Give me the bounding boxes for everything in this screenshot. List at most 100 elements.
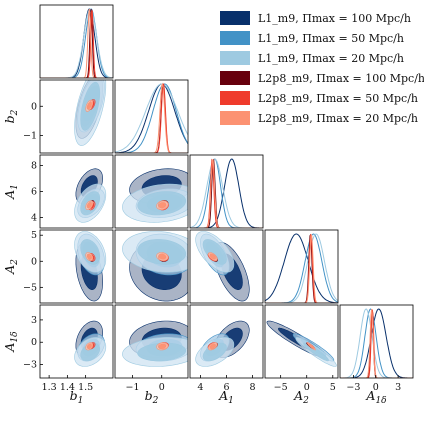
legend-label: L2p8_m9, Πmax = 100 Mpc/h bbox=[258, 71, 424, 85]
x-tick-label: 8 bbox=[250, 382, 256, 393]
legend-label: L1_m9, Πmax = 100 Mpc/h bbox=[258, 11, 411, 25]
x-tick-label: 3 bbox=[395, 382, 401, 393]
contour-level bbox=[137, 342, 187, 362]
x-tick-label: 0 bbox=[304, 382, 310, 393]
y-axis-label: A1δ bbox=[2, 331, 20, 352]
marginal-curve bbox=[340, 308, 413, 378]
contour-panel bbox=[74, 80, 107, 146]
panel-frame bbox=[264, 229, 339, 304]
contour-level bbox=[209, 253, 216, 260]
y-tick-label: 6 bbox=[31, 187, 37, 198]
x-tick-label: −1 bbox=[126, 382, 140, 393]
x-tick-label: −3 bbox=[346, 382, 360, 393]
legend-label: L1_m9, Πmax = 20 Mpc/h bbox=[258, 51, 404, 65]
marginal-curve bbox=[340, 308, 413, 378]
legend-item: L2p8_m9, Πmax = 50 Mpc/h bbox=[220, 88, 424, 108]
panel-frame bbox=[264, 304, 339, 379]
contour-level bbox=[137, 239, 187, 265]
x-axis-label: A1 bbox=[218, 388, 234, 406]
contour-level bbox=[202, 239, 227, 265]
marginal-curve bbox=[40, 8, 113, 78]
y-axis-label: A2 bbox=[2, 259, 20, 275]
marginal-curve bbox=[340, 309, 413, 378]
legend-label: L2p8_m9, Πmax = 20 Mpc/h bbox=[258, 111, 419, 125]
contour-panel bbox=[122, 168, 188, 223]
y-axis-label: b2 bbox=[2, 109, 20, 123]
contour-panel bbox=[266, 320, 337, 367]
marginal-curve bbox=[340, 308, 413, 378]
contour-panel bbox=[122, 231, 188, 302]
x-tick-label: 6 bbox=[223, 382, 229, 393]
x-tick-label: 4 bbox=[197, 382, 203, 393]
x-tick-label: 0 bbox=[373, 382, 379, 393]
panel-frame bbox=[39, 4, 114, 79]
y-tick-label: −5 bbox=[23, 282, 37, 293]
x-axis-label: b2 bbox=[145, 388, 159, 406]
marginal-curve bbox=[115, 83, 188, 153]
marginal-panel bbox=[115, 82, 188, 153]
y-tick-label: 8 bbox=[31, 160, 37, 171]
x-tick-label: 1.4 bbox=[60, 382, 75, 393]
y-tick-label: −1 bbox=[23, 130, 37, 141]
panel-frame bbox=[39, 79, 114, 154]
contour-level bbox=[86, 101, 92, 110]
marginal-curve bbox=[40, 8, 113, 78]
contour-level bbox=[308, 343, 315, 349]
contour-level bbox=[209, 343, 216, 349]
panel-frame bbox=[114, 79, 189, 154]
contour-panel bbox=[74, 231, 107, 302]
panel-frame bbox=[189, 154, 264, 229]
y-tick-label: 5 bbox=[31, 230, 37, 241]
contour-level bbox=[303, 342, 329, 362]
x-tick-label: 0 bbox=[159, 382, 165, 393]
contour-level bbox=[158, 343, 167, 349]
contour-panel bbox=[195, 231, 250, 302]
y-tick-label: 4 bbox=[31, 213, 37, 224]
legend-swatch bbox=[220, 71, 250, 85]
contour-panel bbox=[122, 320, 188, 367]
legend-swatch bbox=[220, 111, 250, 125]
panel-frame bbox=[114, 154, 189, 229]
contour-level bbox=[86, 202, 92, 209]
x-tick-label: −5 bbox=[274, 382, 288, 393]
y-tick-label: 0 bbox=[31, 256, 37, 267]
contour-panel bbox=[74, 168, 107, 223]
marginal-curve bbox=[190, 158, 263, 228]
legend: L1_m9, Πmax = 100 Mpc/h L1_m9, Πmax = 50… bbox=[220, 8, 424, 128]
legend-swatch bbox=[220, 11, 250, 25]
marginal-curve bbox=[265, 233, 338, 303]
legend-item: L1_m9, Πmax = 100 Mpc/h bbox=[220, 8, 424, 28]
contour-level bbox=[158, 253, 167, 260]
y-tick-label: −3 bbox=[23, 360, 37, 371]
marginal-panel bbox=[265, 233, 338, 303]
marginal-curve bbox=[190, 158, 263, 228]
x-tick-label: 5 bbox=[330, 382, 336, 393]
legend-item: L2p8_m9, Πmax = 100 Mpc/h bbox=[220, 68, 424, 88]
panel-frame bbox=[39, 229, 114, 304]
marginal-curve bbox=[115, 83, 188, 153]
panel-frame bbox=[189, 229, 264, 304]
marginal-curve bbox=[340, 309, 413, 378]
y-tick-label: 3 bbox=[31, 315, 37, 326]
marginal-curve bbox=[340, 308, 413, 378]
legend-swatch bbox=[220, 51, 250, 65]
x-tick-label: 1.3 bbox=[42, 382, 57, 393]
panel-frame bbox=[114, 304, 189, 379]
marginal-curve bbox=[265, 233, 338, 303]
legend-swatch bbox=[220, 91, 250, 105]
legend-item: L1_m9, Πmax = 20 Mpc/h bbox=[220, 48, 424, 68]
contour-panel bbox=[74, 320, 107, 367]
marginal-curve bbox=[265, 233, 338, 303]
marginal-panel bbox=[40, 8, 113, 78]
marginal-curve bbox=[265, 233, 338, 303]
panel-frame bbox=[114, 229, 189, 304]
contour-panel bbox=[195, 320, 250, 367]
contour-level bbox=[158, 202, 167, 209]
y-axis-label: A1 bbox=[2, 184, 20, 200]
marginal-panel bbox=[340, 308, 413, 378]
marginal-curve bbox=[40, 8, 113, 78]
panel-frame bbox=[339, 304, 414, 379]
panel-frame bbox=[39, 304, 114, 379]
y-tick-label: 0 bbox=[31, 337, 37, 348]
